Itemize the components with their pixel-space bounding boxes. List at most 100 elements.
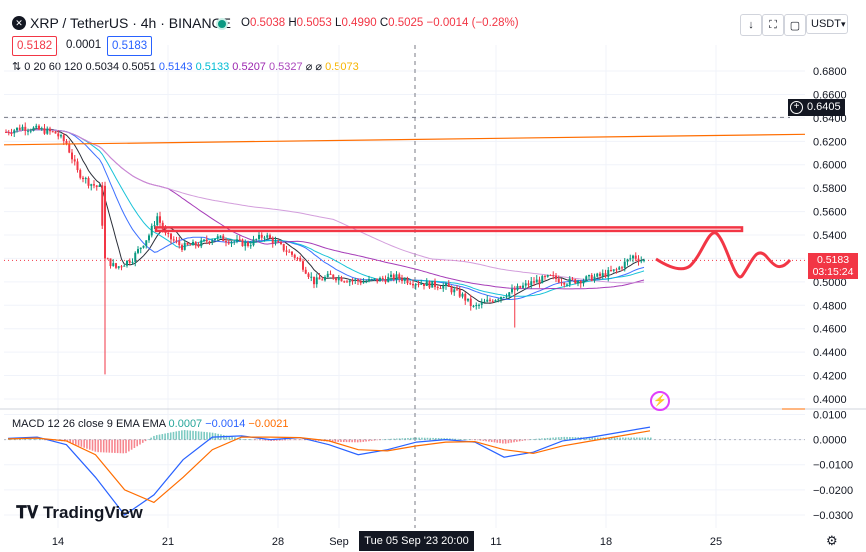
macd-histogram-bar bbox=[502, 439, 504, 444]
candle-body bbox=[634, 255, 637, 259]
macd-histogram-bar bbox=[373, 439, 376, 441]
macd-histogram-bar bbox=[379, 439, 381, 441]
candle-body bbox=[615, 269, 618, 271]
macd-histogram-bar bbox=[77, 439, 80, 446]
candle-body bbox=[150, 225, 153, 236]
candle-body bbox=[145, 240, 148, 246]
macd-histogram-bar bbox=[245, 439, 247, 440]
candle-body bbox=[588, 275, 590, 277]
candle-body bbox=[486, 299, 489, 302]
candle-body bbox=[557, 278, 560, 283]
currency-select[interactable]: USDT ▾ bbox=[806, 14, 848, 34]
chart-title[interactable]: XRP / TetherUS · 4h · BINANCE bbox=[30, 15, 231, 31]
macd-tick: 0.0000 bbox=[813, 435, 847, 447]
download-icon[interactable]: ↓ bbox=[740, 14, 762, 36]
candle-body bbox=[541, 276, 544, 284]
tradingview-logo[interactable]: 𝐓𝐕 TradingView bbox=[16, 503, 143, 522]
candle-body bbox=[120, 266, 123, 268]
candle-body bbox=[68, 144, 71, 153]
restore-icon[interactable]: ▢ bbox=[784, 14, 806, 36]
macd-histogram-bar bbox=[359, 439, 362, 443]
candle-body bbox=[123, 265, 126, 267]
candle-body bbox=[24, 126, 27, 131]
macd-histogram-bar bbox=[563, 436, 566, 440]
lightning-icon[interactable]: ⚡ bbox=[650, 391, 670, 411]
macd-histogram-bar bbox=[147, 439, 150, 440]
macd-histogram-bar bbox=[30, 439, 32, 440]
ask-price[interactable]: 0.5183 bbox=[107, 36, 153, 56]
candle-body bbox=[431, 281, 434, 288]
price-tick: 0.6600 bbox=[813, 89, 847, 101]
candle-body bbox=[359, 281, 362, 284]
candle-body bbox=[555, 275, 557, 279]
settings-icon[interactable]: ⚙ bbox=[826, 533, 838, 548]
macd-histogram-bar bbox=[337, 439, 339, 442]
candle-body bbox=[596, 273, 599, 277]
macd-histogram-bar bbox=[507, 439, 510, 444]
candle-body bbox=[219, 235, 222, 237]
macd-tick: 0.0100 bbox=[813, 410, 847, 422]
macd-histogram-bar bbox=[460, 439, 462, 440]
candle-body bbox=[307, 273, 310, 277]
candle-body bbox=[73, 159, 76, 162]
candle-body bbox=[233, 241, 236, 243]
macd-histogram-bar bbox=[69, 439, 72, 443]
macd-histogram-bar bbox=[591, 437, 593, 440]
candle-body bbox=[49, 128, 51, 132]
candle-body bbox=[519, 286, 522, 288]
candle-body bbox=[637, 258, 640, 262]
add-alert-icon[interactable]: + bbox=[790, 101, 803, 114]
macd-histogram-bar bbox=[356, 439, 359, 443]
candle-body bbox=[579, 281, 582, 284]
ma-indicator-legend[interactable]: ⇅ 0 20 60 120 0.5034 0.5051 0.5143 0.513… bbox=[12, 61, 359, 73]
candle-body bbox=[38, 125, 40, 130]
macd-histogram-bar bbox=[72, 439, 74, 444]
macd-histogram-bar bbox=[490, 439, 493, 443]
ma-value: 0.5073 bbox=[325, 61, 359, 73]
candle-body bbox=[629, 258, 632, 260]
last-price-label: 0.5183 03:15:24 bbox=[808, 253, 858, 279]
candle-body bbox=[203, 239, 205, 241]
candle-body bbox=[436, 286, 439, 289]
candle-body bbox=[137, 249, 139, 253]
candle-body bbox=[172, 239, 175, 241]
candle-body bbox=[370, 279, 373, 281]
macd-histogram-bar bbox=[421, 437, 423, 440]
macd-histogram-bar bbox=[259, 439, 261, 441]
macd-histogram-bar bbox=[119, 439, 122, 454]
candle-body bbox=[214, 238, 216, 241]
macd-histogram-bar bbox=[384, 439, 387, 440]
macd-histogram-bar bbox=[387, 438, 390, 440]
candle-body bbox=[428, 281, 431, 288]
macd-histogram-bar bbox=[454, 438, 457, 440]
candle-body bbox=[409, 283, 412, 285]
candle-body bbox=[252, 239, 255, 246]
ma-value: ⌀ bbox=[305, 61, 316, 73]
time-tick: 14 bbox=[52, 536, 64, 548]
market-status-dot bbox=[218, 20, 226, 28]
price-chart[interactable]: 0.68000.66000.64000.62000.60000.58000.56… bbox=[0, 40, 866, 552]
chevron-down-icon: ▾ bbox=[840, 18, 846, 29]
candle-body bbox=[139, 247, 142, 250]
macd-legend[interactable]: MACD 12 26 close 9 EMA EMA 0.0007 −0.001… bbox=[12, 418, 289, 430]
price-tick: 0.5000 bbox=[813, 277, 847, 289]
candle-body bbox=[610, 270, 612, 272]
candle-body bbox=[381, 277, 384, 280]
macd-histogram-bar bbox=[524, 439, 526, 441]
bid-price[interactable]: 0.5182 bbox=[12, 36, 58, 56]
macd-histogram-bar bbox=[412, 437, 415, 440]
macd-histogram-bar bbox=[376, 439, 379, 441]
macd-histogram-bar bbox=[287, 439, 289, 441]
macd-histogram-bar bbox=[647, 437, 649, 440]
candle-body bbox=[211, 240, 214, 243]
fullscreen-icon[interactable]: ⛶ bbox=[762, 14, 784, 36]
candle-body bbox=[434, 281, 436, 287]
macd-histogram-bar bbox=[189, 430, 192, 440]
macd-histogram-bar bbox=[256, 439, 259, 441]
candle-body bbox=[128, 260, 131, 263]
candle-body bbox=[205, 239, 208, 242]
macd-histogram-bar bbox=[231, 436, 233, 440]
candle-body bbox=[552, 275, 555, 277]
macd-histogram-bar bbox=[21, 439, 24, 440]
candle-body bbox=[131, 261, 134, 263]
